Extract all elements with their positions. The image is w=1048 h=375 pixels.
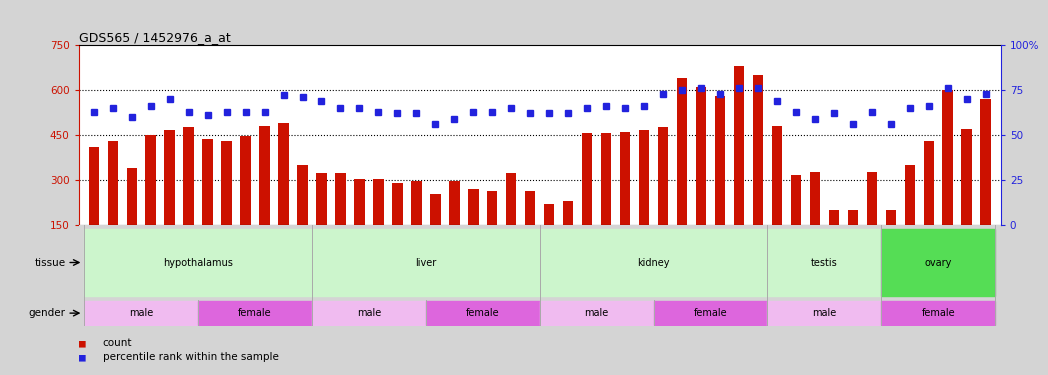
Bar bbox=[677, 78, 687, 270]
Bar bbox=[563, 201, 573, 270]
Bar bbox=[582, 134, 592, 270]
Bar bbox=[335, 172, 346, 270]
Text: hypothalamus: hypothalamus bbox=[163, 258, 233, 267]
Bar bbox=[767, 229, 881, 296]
Text: liver: liver bbox=[415, 258, 436, 267]
Bar bbox=[848, 210, 858, 270]
Text: ovary: ovary bbox=[924, 258, 952, 267]
Bar bbox=[312, 302, 425, 325]
Bar bbox=[658, 128, 669, 270]
Bar bbox=[752, 75, 763, 270]
Bar bbox=[165, 130, 175, 270]
Bar bbox=[84, 229, 312, 296]
Text: male: male bbox=[356, 308, 381, 318]
Text: tissue: tissue bbox=[35, 258, 65, 267]
Bar bbox=[790, 175, 801, 270]
Bar bbox=[198, 302, 312, 325]
Bar bbox=[886, 210, 896, 270]
Bar bbox=[654, 302, 767, 325]
Text: male: male bbox=[812, 308, 836, 318]
Text: testis: testis bbox=[811, 258, 837, 267]
Bar bbox=[425, 302, 540, 325]
Text: female: female bbox=[921, 308, 955, 318]
Bar bbox=[540, 302, 654, 325]
Bar bbox=[923, 141, 934, 270]
Bar bbox=[540, 229, 767, 296]
Bar bbox=[298, 165, 308, 270]
Bar bbox=[312, 229, 540, 296]
Bar bbox=[430, 194, 440, 270]
Bar bbox=[127, 168, 137, 270]
Bar bbox=[468, 189, 479, 270]
Text: male: male bbox=[585, 308, 609, 318]
Bar bbox=[904, 165, 915, 270]
Bar bbox=[829, 210, 839, 270]
Bar bbox=[202, 140, 213, 270]
Bar bbox=[108, 141, 118, 270]
Bar bbox=[867, 172, 877, 270]
Bar bbox=[506, 172, 517, 270]
Bar bbox=[316, 172, 327, 270]
Bar bbox=[639, 130, 650, 270]
Text: female: female bbox=[466, 308, 500, 318]
Bar bbox=[84, 302, 198, 325]
Bar bbox=[392, 183, 402, 270]
Bar bbox=[696, 87, 706, 270]
Bar bbox=[279, 123, 289, 270]
Text: GDS565 / 1452976_a_at: GDS565 / 1452976_a_at bbox=[79, 31, 231, 44]
Text: ■: ■ bbox=[79, 338, 85, 348]
Text: percentile rank within the sample: percentile rank within the sample bbox=[103, 352, 279, 362]
Bar bbox=[373, 178, 384, 270]
Text: kidney: kidney bbox=[637, 258, 670, 267]
Bar bbox=[881, 229, 996, 296]
Bar bbox=[961, 129, 971, 270]
Bar bbox=[221, 141, 232, 270]
Bar bbox=[767, 302, 881, 325]
Bar bbox=[259, 126, 269, 270]
Bar bbox=[942, 90, 953, 270]
Bar bbox=[450, 181, 459, 270]
Text: gender: gender bbox=[28, 308, 65, 318]
Bar bbox=[354, 178, 365, 270]
Bar bbox=[411, 181, 421, 270]
Bar bbox=[810, 172, 821, 270]
Text: female: female bbox=[694, 308, 727, 318]
Bar bbox=[544, 204, 554, 270]
Text: male: male bbox=[129, 308, 153, 318]
Bar bbox=[601, 134, 611, 270]
Bar bbox=[881, 302, 996, 325]
Bar bbox=[771, 126, 782, 270]
Bar bbox=[620, 132, 630, 270]
Text: ■: ■ bbox=[79, 352, 85, 362]
Bar bbox=[734, 66, 744, 270]
Bar bbox=[981, 99, 990, 270]
Bar bbox=[183, 128, 194, 270]
Text: female: female bbox=[238, 308, 271, 318]
Bar bbox=[146, 135, 156, 270]
Bar bbox=[525, 190, 536, 270]
Text: count: count bbox=[103, 338, 132, 348]
Bar bbox=[487, 190, 498, 270]
Bar bbox=[715, 96, 725, 270]
Bar bbox=[89, 147, 99, 270]
Bar bbox=[240, 136, 250, 270]
